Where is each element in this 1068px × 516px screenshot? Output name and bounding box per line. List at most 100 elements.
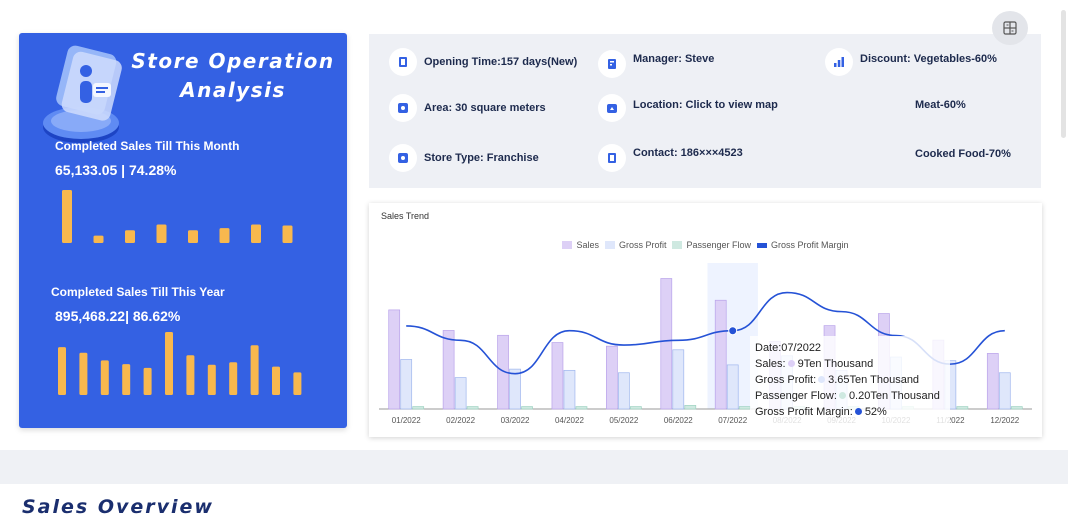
section-divider [0, 450, 1068, 484]
bar-gross-profit[interactable] [400, 359, 413, 410]
legend-label-sales: Sales [576, 240, 599, 250]
layout-toggle-button[interactable] [992, 11, 1028, 45]
x-tick-label: 12/2022 [990, 416, 1019, 425]
legend-item-sales[interactable]: Sales [562, 240, 599, 250]
discount-text: Discount: Vegetables-60% [860, 53, 997, 65]
legend-label-gross-profit: Gross Profit [618, 240, 667, 250]
opening-time-item: Opening Time:157 days(New) [389, 48, 577, 76]
year-sales-label: Completed Sales Till This Year [51, 285, 225, 299]
year-bar [165, 332, 173, 395]
x-tick-label: 01/2022 [392, 416, 421, 425]
year-bar [207, 364, 216, 395]
month-bar [282, 225, 293, 243]
store-type-item: Store Type: Franchise [389, 144, 539, 172]
bar-sales[interactable] [551, 342, 564, 410]
phone-icon [598, 144, 626, 172]
tooltip-gross-profit-row: Gross Profit: 3.65Ten Thousand [755, 372, 945, 388]
tooltip-gross-profit-value: 3.65Ten Thousand [828, 374, 920, 386]
bar-gross-profit[interactable] [563, 369, 576, 410]
bar-passenger-flow[interactable] [1010, 406, 1023, 410]
bar-gross-profit[interactable] [454, 377, 467, 410]
bar-passenger-flow[interactable] [412, 406, 425, 410]
legend-swatch-gross-profit-margin [757, 242, 768, 248]
store-logo-icon [43, 45, 122, 143]
year-bar [186, 355, 195, 395]
bar-passenger-flow[interactable] [466, 406, 479, 410]
scrollbar-thumb[interactable] [1061, 10, 1066, 138]
bar-sales[interactable] [606, 345, 618, 410]
tooltip-passenger-flow-row: Passenger Flow: 0.20Ten Thousand [755, 388, 945, 404]
month-sales-value: 65,133.05 | 74.28% [55, 162, 177, 178]
bar-sales[interactable] [442, 330, 455, 410]
tooltip-margin-row: Gross Profit Margin: 52% [755, 404, 945, 420]
tooltip-sales-row: Sales: 9Ten Thousand [755, 356, 945, 372]
store-info-panel: Opening Time:157 days(New) Area: 30 squa… [369, 34, 1041, 188]
month-bar [188, 230, 198, 243]
x-tick-label: 11/2022 [936, 416, 965, 425]
tooltip-sales-dot [787, 360, 795, 367]
bar-sales[interactable] [660, 278, 673, 410]
location-link[interactable]: Location: Click to view map [633, 99, 778, 111]
tooltip-sales-label: Sales: [755, 358, 786, 370]
bar-gross-profit[interactable] [726, 364, 739, 410]
legend-item-gross-profit-margin[interactable]: Gross Profit Margin [757, 240, 849, 250]
sales-overview-title: Sales Overview [22, 496, 214, 516]
year-bar [100, 360, 109, 395]
contact-item: Contact: 186×××4523 [598, 144, 743, 172]
tooltip-date: Date:07/2022 [755, 342, 822, 354]
cooked-food-discount-text: Cooked Food-70% [915, 148, 1011, 160]
year-bar [293, 372, 302, 395]
bar-passenger-flow[interactable] [575, 406, 588, 410]
manager-text: Manager: Steve [633, 53, 715, 65]
store-title: Store Operation Analysis [117, 47, 349, 105]
x-tick-label: 06/2022 [664, 416, 693, 425]
legend-item-passenger-flow[interactable]: Passenger Flow [672, 240, 751, 250]
x-tick-label: 05/2022 [609, 416, 638, 425]
store-icon [389, 144, 417, 172]
bar-gross-profit[interactable] [618, 372, 630, 410]
chart-legend: Sales Gross Profit Passenger Flow Gross … [369, 240, 1042, 250]
discount-item: Discount: Vegetables-60% [825, 48, 997, 76]
year-bar [229, 362, 238, 395]
year-sales-value: 895,468.22| 86.62% [55, 308, 181, 324]
bar-sales[interactable] [388, 309, 401, 410]
bar-passenger-flow[interactable] [630, 406, 642, 410]
legend-item-gross-profit[interactable]: Gross Profit [604, 240, 667, 250]
contact-text: Contact: 186×××4523 [633, 147, 743, 159]
bar-sales[interactable] [714, 299, 727, 410]
month-sales-label: Completed Sales Till This Month [55, 139, 240, 153]
legend-swatch-gross-profit [604, 241, 615, 249]
tooltip-gross-profit-label: Gross Profit: [755, 374, 817, 386]
x-tick-label: 07/2022 [718, 416, 747, 425]
x-tick-label: 02/2022 [446, 416, 475, 425]
tooltip-passenger-flow-dot [838, 392, 846, 399]
month-bar [62, 190, 72, 243]
bar-passenger-flow[interactable] [956, 406, 969, 410]
document-icon [598, 50, 626, 78]
tooltip-passenger-flow-value: 0.20Ten Thousand [848, 390, 940, 402]
bar-sales[interactable] [986, 353, 999, 410]
bar-passenger-flow[interactable] [738, 406, 751, 410]
year-bar [250, 345, 259, 395]
month-bar [251, 224, 261, 243]
year-bar [58, 347, 66, 395]
bar-gross-profit[interactable] [509, 368, 521, 410]
store-title-line2: Analysis [180, 78, 286, 102]
mini-bar-charts [58, 190, 302, 395]
bar-gross-profit[interactable] [672, 349, 685, 410]
bar-passenger-flow[interactable] [684, 405, 697, 410]
month-bar [125, 230, 135, 243]
bar-chart-icon [825, 48, 853, 76]
margin-highlight-point[interactable] [728, 326, 738, 336]
location-item[interactable]: Location: Click to view map [598, 94, 778, 122]
bar-passenger-flow[interactable] [521, 406, 533, 410]
legend-label-gross-profit-margin: Gross Profit Margin [771, 240, 849, 250]
meat-discount-text: Meat-60% [915, 99, 966, 111]
tooltip-margin-label: Gross Profit Margin: [755, 406, 853, 418]
manager-item: Manager: Steve [598, 50, 714, 78]
month-bar [156, 224, 167, 243]
bar-gross-profit[interactable] [998, 372, 1011, 410]
chart-tooltip: Date:07/2022 Sales: 9Ten Thousand Gross P… [750, 336, 950, 424]
store-title-line1: Store Operation [131, 49, 335, 73]
store-type-text: Store Type: Franchise [424, 152, 539, 164]
